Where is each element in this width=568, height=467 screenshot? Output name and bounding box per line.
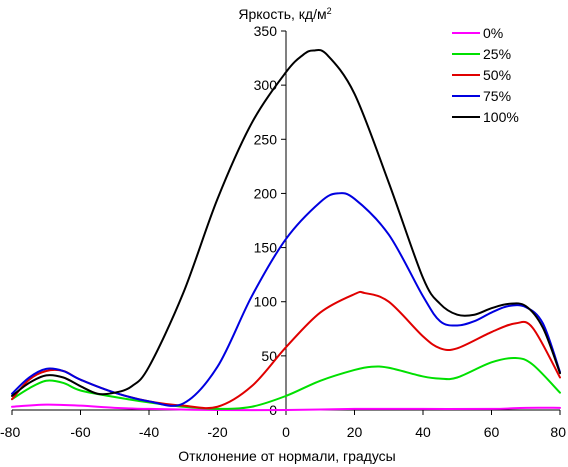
y-tick-label: 350	[254, 23, 278, 39]
y-tick-label: 250	[254, 131, 278, 147]
axes	[11, 30, 561, 415]
legend-label: 25%	[483, 46, 511, 62]
series-line-4	[11, 48, 561, 397]
x-tick-label: 20	[347, 424, 363, 440]
series-line-0	[11, 403, 561, 412]
x-tick-label: -60	[70, 424, 90, 440]
y-axis-title: Яркость, кд/м2	[238, 6, 331, 22]
legend-label: 0%	[483, 25, 503, 41]
y-tick-label: 100	[254, 294, 278, 310]
x-tick-label: -20	[207, 424, 227, 440]
y-tick-label: 200	[254, 185, 278, 201]
x-tick-label: -40	[139, 424, 159, 440]
legend-label: 75%	[483, 88, 511, 104]
legend-label: 50%	[483, 67, 511, 83]
x-tick-label: 40	[415, 424, 431, 440]
x-tick-label: 0	[282, 424, 290, 440]
tick-labels: -80 -60 -40 -20 0 20 40 60 800501001502002503003…	[0, 23, 566, 440]
x-tick-label: 60	[484, 424, 500, 440]
y-tick-label: 300	[254, 77, 278, 93]
series-line-1	[11, 356, 561, 410]
legend: 0% 25% 50% 75% 100%	[452, 25, 519, 125]
series-line-3	[11, 192, 561, 407]
x-tick-label: -80	[0, 424, 20, 440]
x-axis-title: Отклонение от нормали, градусы	[178, 448, 395, 464]
y-tick-label: 50	[261, 348, 277, 364]
series-lines	[11, 48, 561, 412]
y-tick-label: 150	[254, 240, 278, 256]
x-tick-label: 80	[550, 424, 566, 440]
legend-label: 100%	[483, 109, 519, 125]
